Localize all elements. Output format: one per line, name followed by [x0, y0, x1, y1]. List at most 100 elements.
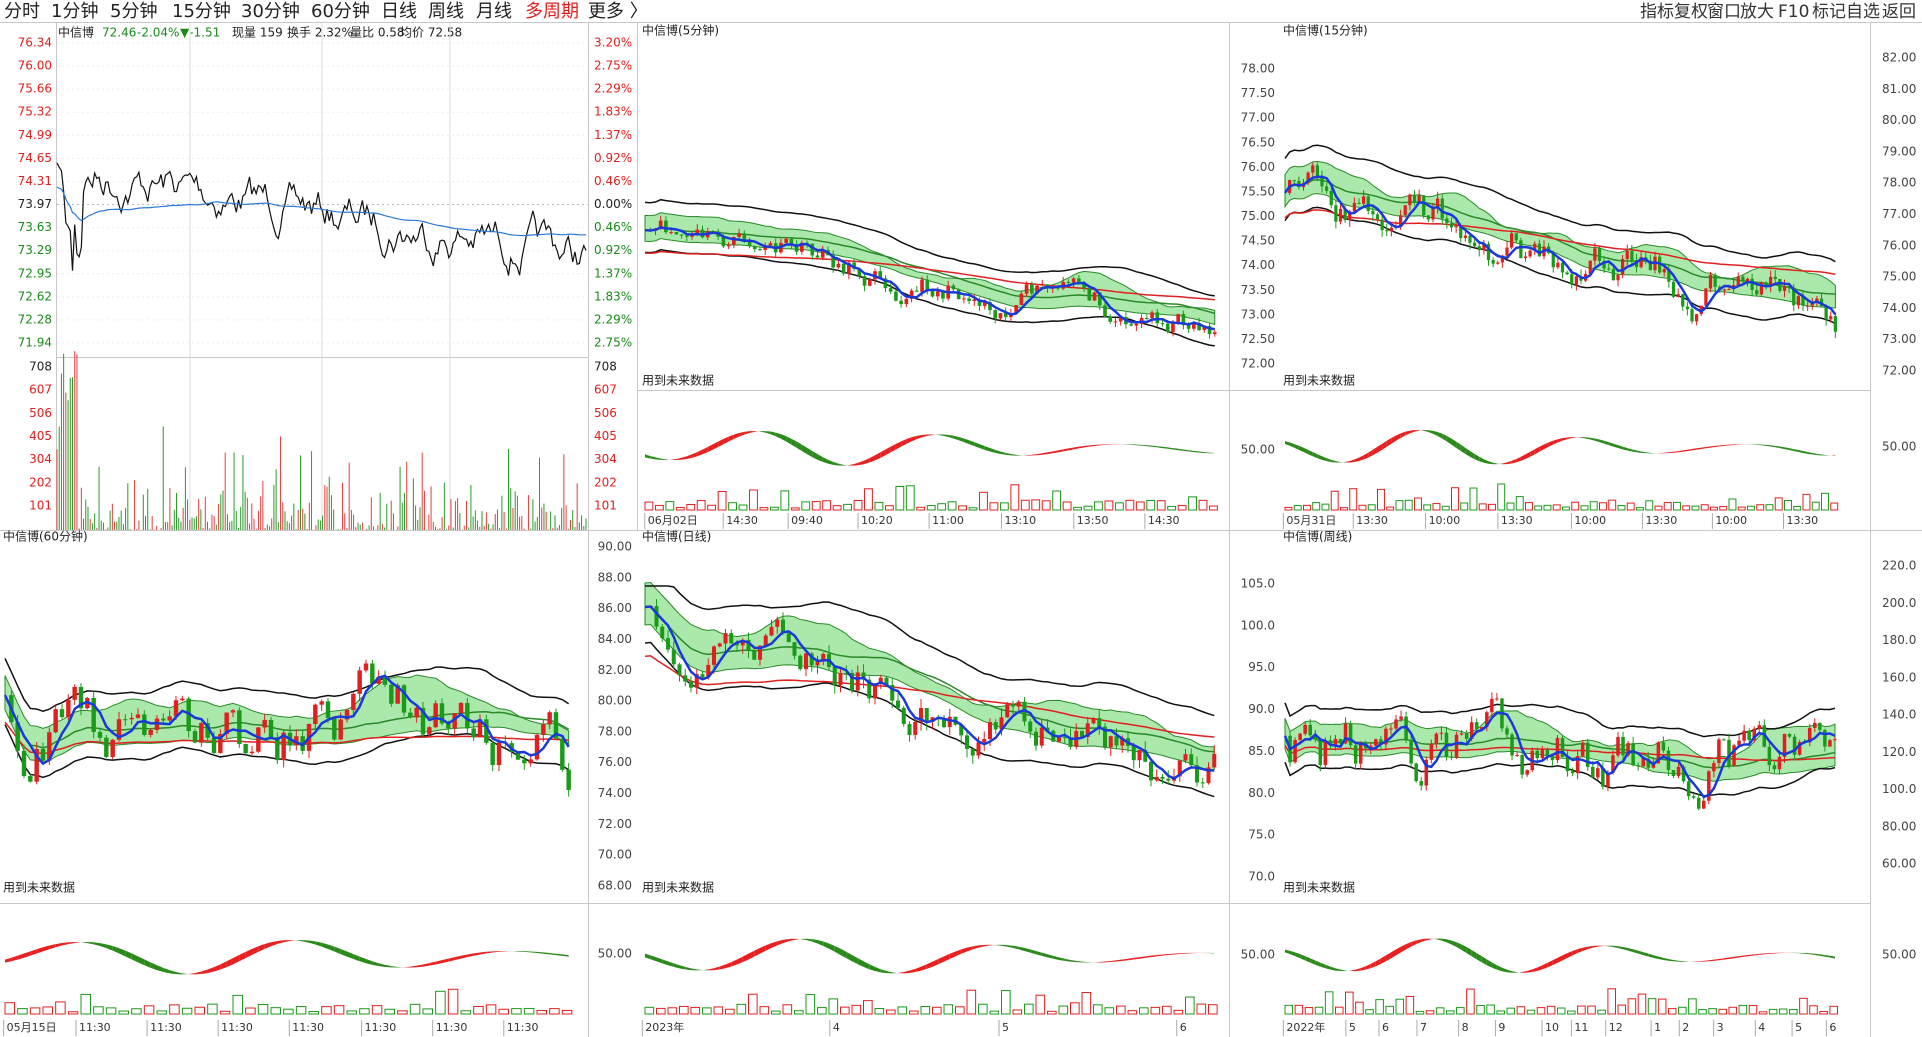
oscillator — [1703, 960, 1709, 962]
oscillator — [1522, 970, 1528, 973]
volume-bar — [1093, 1004, 1103, 1015]
candle — [1129, 324, 1133, 326]
volume-bar — [1636, 507, 1644, 511]
candle — [28, 776, 33, 782]
x-label: 6 — [1382, 1021, 1389, 1034]
volume-bar — [371, 1005, 383, 1015]
y-tick: 75.00 — [1882, 270, 1916, 284]
toolbar-button[interactable]: 标记 — [1812, 2, 1846, 22]
volume-bar — [656, 1007, 666, 1015]
candle — [711, 646, 717, 665]
toolbar-tab[interactable]: 1分钟 — [51, 1, 98, 22]
toolbar-button[interactable]: 复权 — [1674, 2, 1708, 22]
candle — [1525, 770, 1529, 775]
oscillator — [1089, 444, 1095, 447]
oscillator — [1582, 946, 1588, 951]
price-tick: 75.32 — [18, 105, 52, 119]
oscillator — [1326, 458, 1332, 463]
candle — [1343, 208, 1347, 221]
oscillator — [1658, 956, 1664, 960]
stock-name: 中信博 — [58, 25, 94, 40]
oscillator — [1110, 960, 1117, 963]
oscillator — [733, 432, 740, 439]
candle — [173, 700, 179, 717]
oscillator — [1419, 430, 1424, 431]
panel-title[interactable]: 中信博(5分钟) — [642, 23, 719, 38]
volume-bar — [702, 1007, 712, 1015]
quote-info: 72.46 — [102, 26, 136, 40]
candle — [1200, 782, 1205, 784]
oscillator — [911, 435, 917, 442]
toolbar-tab[interactable]: 日线 — [381, 1, 417, 22]
toolbar-button[interactable]: 放大 — [1740, 2, 1774, 22]
toolbar-tab[interactable]: 多周期 — [525, 1, 579, 22]
panel-title[interactable]: 中信博(60分钟) — [3, 529, 88, 544]
oscillator — [886, 971, 893, 974]
toolbar-button[interactable]: 自选 — [1846, 2, 1880, 22]
oscillator — [775, 432, 781, 439]
candle — [794, 244, 799, 252]
y-tick: 79.00 — [1882, 144, 1916, 158]
oscillator — [1078, 445, 1085, 449]
candle — [1323, 740, 1328, 766]
panel-title[interactable]: 中信博(周线) — [1283, 529, 1352, 544]
oscillator — [1406, 941, 1412, 950]
oscillator — [1534, 446, 1540, 455]
oscillator — [1396, 946, 1402, 956]
y-tick: 72.00 — [598, 817, 632, 831]
candle — [15, 722, 20, 751]
oscillator — [1491, 962, 1497, 970]
volume-bar — [42, 1006, 53, 1015]
oscillator — [1710, 445, 1716, 448]
oscillator — [1305, 956, 1311, 963]
y-tick: 73.00 — [1241, 307, 1275, 321]
toolbar-button[interactable]: F10 — [1778, 2, 1809, 22]
candle — [1691, 796, 1696, 798]
candle — [1621, 258, 1625, 275]
candle — [1320, 176, 1324, 187]
toolbar-tab[interactable]: 5分钟 — [110, 1, 157, 22]
candle — [1473, 242, 1477, 247]
volume-bar — [1423, 504, 1432, 511]
oscillator — [1466, 947, 1472, 957]
x-label: 13:30 — [1356, 514, 1388, 527]
panel-title[interactable]: 中信博(15分钟) — [1283, 23, 1368, 38]
oscillator — [863, 961, 870, 970]
candle — [1333, 738, 1338, 746]
toolbar-tab[interactable]: 15分钟 — [172, 1, 231, 22]
volume-bar — [1748, 1004, 1758, 1015]
oscillator — [696, 969, 703, 971]
indicator-line — [1284, 745, 1835, 762]
price-tick: 74.99 — [18, 128, 52, 142]
candle — [1334, 205, 1338, 222]
toolbar-tab[interactable]: 月线 — [476, 1, 512, 22]
candle — [832, 666, 837, 685]
candle — [1079, 730, 1085, 737]
oscillator — [429, 961, 436, 966]
candle — [694, 674, 699, 688]
oscillator — [144, 959, 151, 968]
oscillator — [1627, 448, 1632, 452]
panel-title[interactable]: 中信博(日线) — [642, 529, 711, 544]
oscillator — [30, 949, 37, 956]
toolbar-tab[interactable]: 30分钟 — [241, 1, 300, 22]
toolbar-tab[interactable]: 60分钟 — [311, 1, 370, 22]
oscillator — [744, 431, 750, 435]
y-tick: 77.00 — [1882, 207, 1916, 221]
candle — [1108, 316, 1113, 322]
toolbar-button[interactable]: 指标 — [1640, 2, 1674, 22]
toolbar-tab[interactable]: 分时 — [4, 1, 40, 22]
oscillator — [1355, 968, 1361, 972]
oscillator — [112, 946, 119, 954]
oscillator — [334, 946, 341, 955]
toolbar-button[interactable]: 返回 — [1882, 2, 1916, 22]
candle — [1601, 768, 1605, 787]
oscillator — [718, 438, 724, 447]
candle — [547, 712, 552, 725]
toolbar-tab[interactable]: 更多 〉 — [588, 1, 648, 22]
toolbar-tab[interactable]: 周线 — [428, 1, 464, 22]
oscillator — [1310, 958, 1316, 965]
toolbar-button[interactable]: 窗口 — [1707, 2, 1741, 22]
volume-tick: 304 — [29, 452, 52, 466]
oscillator — [81, 942, 88, 944]
